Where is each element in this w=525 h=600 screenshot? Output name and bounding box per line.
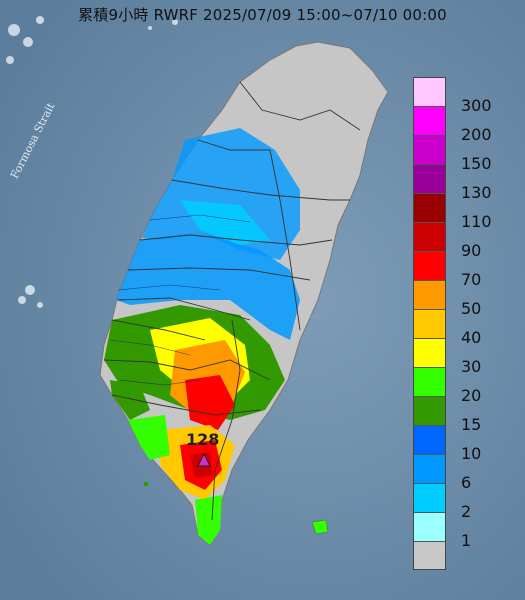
legend-swatch [413, 106, 446, 135]
rainfall-areas [104, 128, 300, 545]
cloud-speckles [6, 16, 178, 308]
legend-swatch [413, 338, 446, 367]
legend-label: 1 [461, 531, 472, 550]
rainfall-legend: 300 200 150 130 110 90 70 50 40 30 20 15 10 6 2 1 [413, 77, 523, 571]
legend-frame [413, 77, 446, 570]
legend-swatch [413, 454, 446, 483]
legend-swatch [413, 164, 446, 193]
max-rainfall-marker [197, 452, 211, 467]
legend-swatch [413, 193, 446, 222]
legend-label: 10 [461, 444, 482, 463]
legend-label: 30 [461, 357, 482, 376]
max-rainfall-label: 128 [186, 430, 220, 449]
legend-label: 130 [461, 183, 492, 202]
legend-label: 150 [461, 154, 492, 173]
legend-swatch [413, 367, 446, 396]
legend-label: 40 [461, 328, 482, 347]
legend-label: 110 [461, 212, 492, 231]
rivers [109, 214, 251, 386]
legend-label: 15 [461, 415, 482, 434]
county-boundaries [103, 81, 361, 521]
legend-swatch [413, 396, 446, 425]
small-islands [144, 482, 329, 535]
legend-label: 300 [461, 96, 492, 115]
legend-label: 2 [461, 502, 472, 521]
legend-label: 20 [461, 386, 482, 405]
legend-swatch [413, 512, 446, 541]
legend-swatch [413, 135, 446, 164]
legend-label: 90 [461, 241, 482, 260]
legend-label: 6 [461, 473, 472, 492]
legend-swatch [413, 251, 446, 280]
legend-swatch [413, 541, 446, 570]
legend-swatch [413, 425, 446, 454]
legend-label: 50 [461, 299, 482, 318]
legend-swatch [413, 222, 446, 251]
map-title: 累積9小時 RWRF 2025/07/09 15:00~07/10 00:00 [78, 6, 447, 24]
legend-swatch [413, 309, 446, 338]
legend-swatch [413, 483, 446, 512]
legend-label: 70 [461, 270, 482, 289]
legend-label: 200 [461, 125, 492, 144]
legend-swatch [413, 280, 446, 309]
